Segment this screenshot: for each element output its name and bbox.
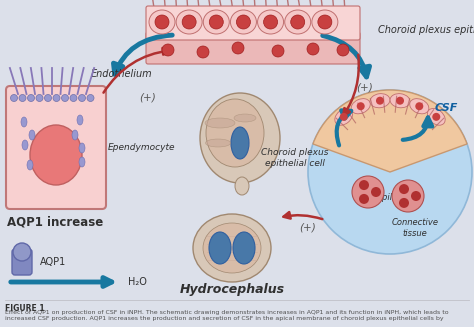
Circle shape xyxy=(399,198,409,208)
Text: AQP1: AQP1 xyxy=(40,257,66,267)
Circle shape xyxy=(411,191,421,201)
Circle shape xyxy=(376,97,384,105)
Circle shape xyxy=(359,180,369,190)
Ellipse shape xyxy=(335,109,353,125)
Text: Endothelium: Endothelium xyxy=(91,69,153,79)
Ellipse shape xyxy=(203,223,261,273)
Circle shape xyxy=(62,95,69,101)
Circle shape xyxy=(36,95,43,101)
Ellipse shape xyxy=(234,114,256,122)
Circle shape xyxy=(197,46,209,58)
Ellipse shape xyxy=(200,93,280,183)
Ellipse shape xyxy=(27,160,33,170)
Circle shape xyxy=(13,243,31,261)
Text: Capillary: Capillary xyxy=(372,194,409,202)
Text: FIGURE 1: FIGURE 1 xyxy=(5,304,45,313)
Ellipse shape xyxy=(390,94,410,108)
Circle shape xyxy=(340,113,348,121)
Circle shape xyxy=(87,95,94,101)
Ellipse shape xyxy=(206,99,264,167)
Text: H₂O: H₂O xyxy=(128,277,147,287)
Ellipse shape xyxy=(79,157,85,167)
Ellipse shape xyxy=(233,232,255,264)
Circle shape xyxy=(45,95,52,101)
Circle shape xyxy=(396,97,404,105)
Ellipse shape xyxy=(205,118,235,128)
Ellipse shape xyxy=(77,115,83,125)
Circle shape xyxy=(155,15,169,29)
Circle shape xyxy=(291,15,305,29)
Circle shape xyxy=(27,95,35,101)
Ellipse shape xyxy=(193,214,271,282)
Circle shape xyxy=(232,42,244,54)
Circle shape xyxy=(415,102,423,110)
Circle shape xyxy=(392,180,424,212)
Text: Ependymocyte: Ependymocyte xyxy=(108,144,175,152)
Circle shape xyxy=(162,44,174,56)
Circle shape xyxy=(357,102,365,110)
Text: Connective
tissue: Connective tissue xyxy=(392,218,438,238)
Text: AQP1 increase: AQP1 increase xyxy=(7,215,103,229)
Circle shape xyxy=(79,95,85,101)
Ellipse shape xyxy=(231,127,249,159)
Text: (+): (+) xyxy=(140,93,156,103)
Ellipse shape xyxy=(149,10,175,34)
Ellipse shape xyxy=(29,130,35,140)
Ellipse shape xyxy=(257,10,283,34)
FancyBboxPatch shape xyxy=(6,86,106,209)
Circle shape xyxy=(210,15,223,29)
Ellipse shape xyxy=(351,99,370,114)
Ellipse shape xyxy=(230,10,256,34)
Ellipse shape xyxy=(203,10,229,34)
FancyBboxPatch shape xyxy=(146,32,360,64)
Circle shape xyxy=(182,15,196,29)
Ellipse shape xyxy=(176,10,202,34)
Circle shape xyxy=(359,194,369,204)
Ellipse shape xyxy=(21,117,27,127)
Circle shape xyxy=(19,95,26,101)
Circle shape xyxy=(308,90,472,254)
Ellipse shape xyxy=(312,10,338,34)
Circle shape xyxy=(10,95,18,101)
Ellipse shape xyxy=(72,130,78,140)
Ellipse shape xyxy=(428,109,445,125)
Ellipse shape xyxy=(22,140,28,150)
Circle shape xyxy=(237,15,250,29)
Wedge shape xyxy=(313,90,467,172)
Ellipse shape xyxy=(410,99,429,114)
Ellipse shape xyxy=(235,177,249,195)
Text: Choroid plexus epithelial cell: Choroid plexus epithelial cell xyxy=(378,25,474,35)
Text: (+): (+) xyxy=(300,223,316,233)
FancyBboxPatch shape xyxy=(146,6,360,40)
Text: Effect of AQP1 on production of CSF in iNPH. The schematic drawing demonstrates : Effect of AQP1 on production of CSF in i… xyxy=(5,310,448,321)
Ellipse shape xyxy=(209,232,231,264)
Ellipse shape xyxy=(370,94,390,108)
Text: Choroid plexus
epithelial cell: Choroid plexus epithelial cell xyxy=(261,148,329,168)
Ellipse shape xyxy=(206,139,230,147)
FancyBboxPatch shape xyxy=(12,249,32,275)
Circle shape xyxy=(53,95,60,101)
Circle shape xyxy=(264,15,278,29)
Ellipse shape xyxy=(285,10,311,34)
Circle shape xyxy=(307,43,319,55)
Circle shape xyxy=(352,176,384,208)
Ellipse shape xyxy=(30,125,82,185)
Circle shape xyxy=(432,113,440,121)
Circle shape xyxy=(272,45,284,57)
Ellipse shape xyxy=(79,143,85,153)
Text: (+): (+) xyxy=(356,83,374,93)
Circle shape xyxy=(70,95,77,101)
Circle shape xyxy=(399,184,409,194)
Circle shape xyxy=(371,187,381,197)
Text: Hydrocephalus: Hydrocephalus xyxy=(180,284,284,297)
Text: CSF: CSF xyxy=(435,103,458,113)
Circle shape xyxy=(318,15,332,29)
Circle shape xyxy=(337,44,349,56)
